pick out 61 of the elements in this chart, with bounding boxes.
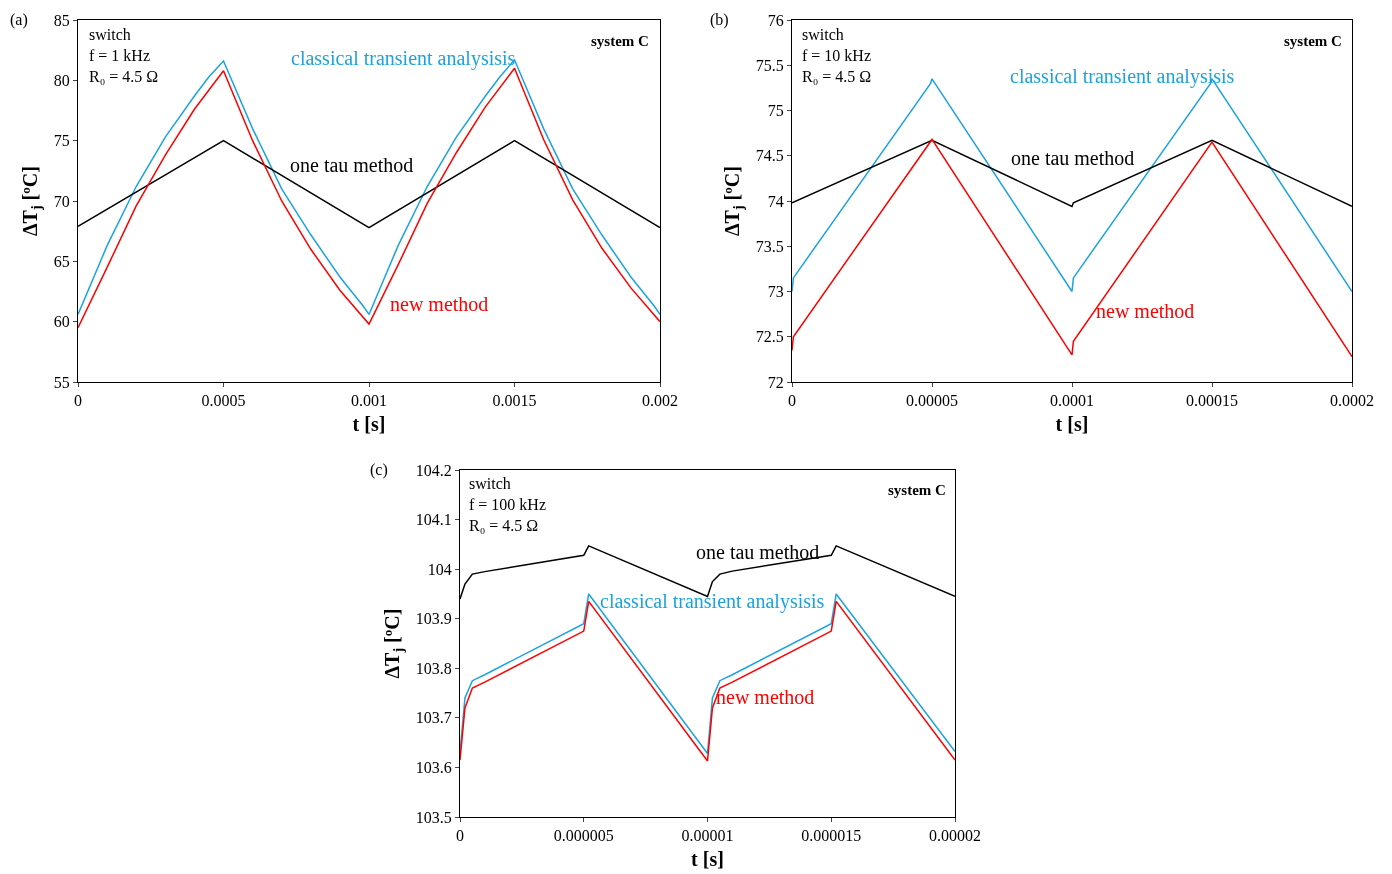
x-tick-label: 0.002 bbox=[642, 392, 678, 410]
y-tick-label: 104.1 bbox=[415, 511, 452, 529]
x-tick-label: 0.000005 bbox=[553, 827, 614, 845]
y-tick-label: 72.5 bbox=[755, 328, 784, 346]
y-tick-label: 70 bbox=[53, 192, 70, 210]
y-tick-label: 103.9 bbox=[415, 610, 452, 628]
y-tick-label: 73.5 bbox=[755, 237, 784, 255]
x-tick-label: 0.0002 bbox=[1330, 392, 1374, 410]
y-tick-label: 74 bbox=[767, 192, 784, 210]
y-tick-label: 76 bbox=[767, 11, 784, 29]
y-tick-label: 60 bbox=[53, 313, 70, 331]
series-label: new method bbox=[390, 293, 489, 315]
y-tick-label: 80 bbox=[53, 71, 70, 89]
y-tick-label: 85 bbox=[53, 11, 70, 29]
x-tick-label: 0 bbox=[788, 392, 796, 410]
y-tick-label: 73 bbox=[767, 283, 784, 301]
y-tick-label: 103.6 bbox=[415, 759, 452, 777]
x-axis-title: t [s] bbox=[352, 412, 386, 435]
series-label: new method bbox=[716, 686, 815, 708]
y-tick-label: 55 bbox=[53, 373, 70, 391]
y-tick-label: 74.5 bbox=[755, 147, 784, 165]
y-tick-label: 104.2 bbox=[415, 461, 452, 479]
x-tick-label: 0.00002 bbox=[929, 827, 981, 845]
text: (a) bbox=[10, 11, 28, 29]
series-label: new method bbox=[1096, 300, 1195, 322]
series-label: classical transient analysisis bbox=[291, 47, 516, 70]
text: (c) bbox=[370, 461, 388, 479]
annotation: switch f = 1 kHz R₀ = 4.5 Ω bbox=[89, 26, 159, 85]
y-tick-label: 103.8 bbox=[415, 659, 452, 677]
y-tick-label: 103.5 bbox=[415, 808, 452, 826]
annotation: system C bbox=[591, 33, 649, 49]
y-tick-label: 104 bbox=[427, 560, 452, 578]
annotation: switch f = 100 kHz R₀ = 4.5 Ω bbox=[469, 475, 547, 534]
series-label: one tau method bbox=[696, 541, 820, 563]
x-tick-label: 0.000015 bbox=[801, 827, 862, 845]
y-tick-label: 72 bbox=[767, 373, 784, 391]
y-tick-label: 75 bbox=[53, 132, 70, 150]
series-label: one tau method bbox=[1011, 147, 1135, 169]
annotation: system C bbox=[888, 482, 946, 498]
y-tick-label: 75.5 bbox=[755, 56, 784, 74]
x-axis-title: t [s] bbox=[691, 847, 724, 870]
y-tick-label: 65 bbox=[53, 252, 70, 270]
y-tick-label: 103.7 bbox=[415, 709, 452, 727]
x-tick-label: 0 bbox=[74, 392, 82, 410]
x-tick-label: 0.00015 bbox=[1186, 392, 1238, 410]
series-label: one tau method bbox=[290, 154, 414, 176]
x-tick-label: 0.0005 bbox=[201, 392, 246, 410]
line-series bbox=[792, 138, 1352, 358]
x-tick-label: 0.001 bbox=[351, 392, 387, 410]
series-label: classical transient analysisis bbox=[600, 590, 825, 613]
x-tick-label: 0 bbox=[456, 827, 464, 845]
annotation: system C bbox=[1284, 33, 1342, 49]
x-tick-label: 0.0015 bbox=[492, 392, 537, 410]
x-tick-label: 0.00005 bbox=[906, 392, 958, 410]
text: (b) bbox=[710, 11, 729, 29]
annotation: switch f = 10 kHz R₀ = 4.5 Ω bbox=[802, 26, 872, 85]
x-tick-label: 0.00001 bbox=[681, 827, 734, 845]
y-tick-label: 75 bbox=[767, 102, 784, 120]
series-label: classical transient analysisis bbox=[1010, 65, 1235, 88]
x-tick-label: 0.0001 bbox=[1050, 392, 1094, 410]
x-axis-title: t [s] bbox=[1055, 412, 1089, 435]
